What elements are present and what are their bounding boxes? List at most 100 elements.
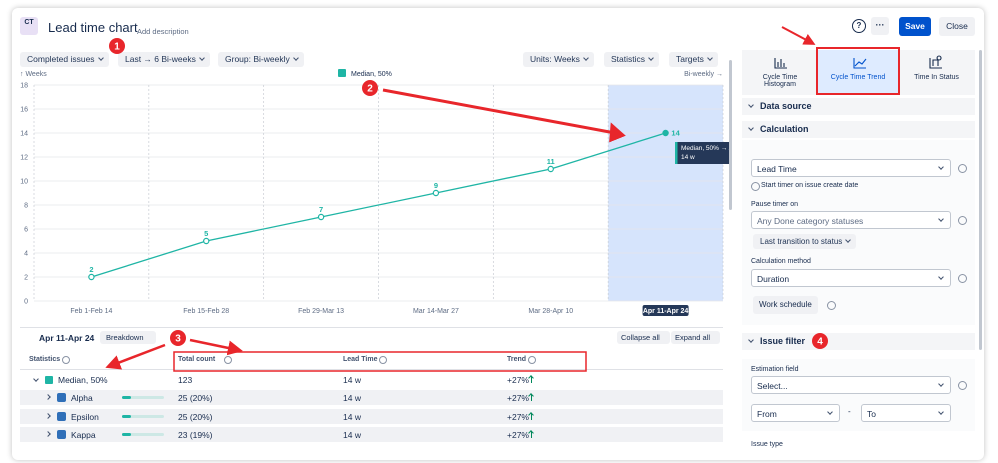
- estimation-select[interactable]: Select...: [751, 376, 951, 394]
- trend-arrow: [531, 376, 532, 383]
- filter-button[interactable]: Completed issues: [20, 52, 109, 67]
- breakdown-button[interactable]: Breakdown: [100, 331, 156, 344]
- collapse-all-button[interactable]: Collapse all: [617, 331, 670, 344]
- series-line: [91, 132, 666, 278]
- y-tick-label: 10: [20, 179, 28, 186]
- y-tick-label: 2: [24, 275, 28, 282]
- table-cell: Alpha: [71, 393, 93, 403]
- x-tick-label: Mar 14-Mar 27: [413, 308, 459, 315]
- table-cell: 123: [178, 375, 193, 385]
- share-bar-track: [122, 415, 164, 418]
- y-tick-label: 14: [20, 131, 28, 138]
- share-bar: [122, 396, 131, 399]
- info-icon: [751, 182, 760, 191]
- tab[interactable]: Time In Status: [914, 74, 959, 81]
- tooltip: [675, 142, 730, 164]
- y-tick-label: 6: [24, 227, 28, 234]
- table-cell: 23 (19%): [178, 430, 213, 440]
- table-cell: +27%: [507, 430, 529, 440]
- scrollbar[interactable]: [979, 50, 982, 350]
- legend-swatch: [338, 69, 346, 77]
- field-label: Estimation field: [751, 366, 799, 373]
- info-icon[interactable]: [827, 301, 836, 310]
- range-dash: -: [848, 407, 851, 416]
- y-tick-label: 12: [20, 155, 28, 162]
- info-icon[interactable]: [958, 164, 967, 173]
- section-header[interactable]: Calculation: [742, 121, 975, 138]
- method-select[interactable]: Duration: [751, 269, 951, 287]
- from-input[interactable]: From: [751, 404, 840, 422]
- info-icon: [62, 356, 70, 364]
- timer-select[interactable]: Lead Time: [751, 159, 951, 177]
- tab[interactable]: Cycle Time Histogram: [762, 74, 798, 88]
- table-cell: 14 w: [343, 375, 361, 385]
- team-icon: [57, 430, 66, 439]
- statistics-button[interactable]: Statistics: [604, 52, 660, 67]
- info-icon[interactable]: [958, 381, 967, 390]
- close-button[interactable]: Close: [939, 17, 975, 36]
- period-button[interactable]: Last → 6 Bi-weeks: [118, 52, 210, 67]
- pause-select[interactable]: Any Done category statuses: [751, 211, 951, 229]
- table-cell: Median, 50%: [58, 375, 108, 385]
- info-icon: [224, 356, 232, 364]
- table-cell: Epsilon: [71, 412, 99, 422]
- legend-label: Median, 50%: [351, 71, 392, 78]
- header-rule: [20, 369, 723, 370]
- chart: 0 2 4 6 8 10 12 14 16 18 ↑ Weeks Bi-weekly → Feb 1-F…: [20, 69, 730, 316]
- tooltip-title: Median, 50% → Apr 11-Apr 24: [681, 145, 730, 152]
- info-icon[interactable]: [958, 274, 967, 283]
- data-point: [547, 165, 554, 173]
- y-tick-label: 16: [20, 107, 28, 114]
- targets-button[interactable]: Targets: [669, 52, 718, 67]
- row-background: [20, 427, 723, 442]
- add-description[interactable]: Add description: [137, 27, 189, 36]
- section-header[interactable]: Issue filter: [742, 333, 975, 350]
- schedule-button[interactable]: Work schedule: [753, 296, 818, 314]
- help-button[interactable]: ?: [852, 19, 866, 33]
- table-cell: +27%: [507, 375, 529, 385]
- x-tick-label: Feb 1-Feb 14: [70, 308, 112, 315]
- transition-button[interactable]: Last transition to status: [753, 234, 857, 249]
- data-label: 9: [434, 181, 438, 190]
- tab-icons: [774, 55, 942, 69]
- more-button[interactable]: ···: [871, 17, 889, 35]
- section-header[interactable]: Data source: [742, 98, 975, 115]
- table-cell: Kappa: [71, 430, 96, 440]
- share-bar: [122, 415, 131, 418]
- to-input[interactable]: To: [861, 404, 951, 422]
- units-button[interactable]: Units: Weeks: [523, 52, 594, 67]
- scrollbar[interactable]: [729, 60, 732, 210]
- team-icon: [57, 412, 66, 421]
- data-label: 11: [547, 157, 555, 166]
- data-label: 2: [89, 265, 93, 274]
- table-cell: 25 (20%): [178, 393, 213, 403]
- data-point: [317, 213, 325, 221]
- info-icon[interactable]: [958, 216, 967, 225]
- table-cell: 25 (20%): [178, 412, 213, 422]
- field-label: Pause timer on: [751, 201, 799, 208]
- column-header: Trend: [507, 356, 527, 363]
- group-button[interactable]: Group: Bi-weekly: [218, 52, 304, 67]
- y-axis-label: ↑ Weeks: [20, 71, 47, 78]
- row-background: [20, 409, 723, 424]
- data-point: [432, 189, 440, 197]
- share-bar-track: [122, 433, 164, 436]
- save-button[interactable]: Save: [899, 17, 931, 36]
- trend-arrow: [531, 394, 532, 401]
- table-cell: 14 w: [343, 430, 361, 440]
- expand-all-button[interactable]: Expand all: [671, 331, 721, 344]
- x-tick-label: Apr 11-Apr 24: [643, 308, 689, 315]
- highlight-band: [608, 85, 723, 301]
- share-bar-track: [122, 396, 164, 399]
- info-icon: [379, 356, 387, 364]
- table-cell: 14 w: [343, 412, 361, 422]
- table-cell: +27%: [507, 412, 529, 422]
- table-cell: +27%: [507, 393, 529, 403]
- share-bar: [122, 433, 131, 436]
- column-header: Total count: [178, 356, 216, 363]
- x-axis-label: Bi-weekly →: [684, 71, 723, 78]
- info-icon: [528, 356, 536, 364]
- tab[interactable]: Cycle Time Trend: [830, 74, 886, 81]
- x-tick-highlight: [642, 305, 689, 316]
